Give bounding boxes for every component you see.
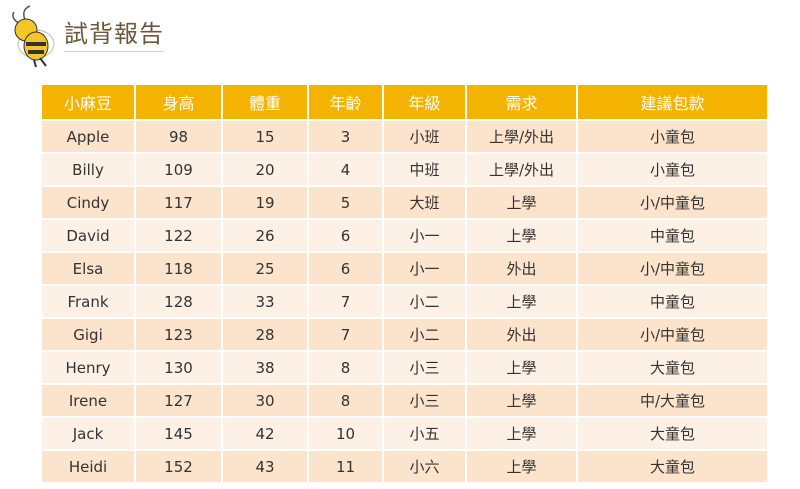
table-cell: Henry [42,350,136,384]
table-cell: Irene [42,383,136,417]
table-cell: 上學 [466,218,578,252]
table-cell: 小/中童包 [577,185,767,219]
table-cell: Frank [42,284,136,318]
table-cell: Billy [42,152,136,186]
table-cell: Heidi [42,449,136,482]
table-cell: 152 [135,449,223,482]
table-cell: 130 [135,350,223,384]
table-cell: 上學 [466,284,578,318]
table-cell: 上學 [466,383,578,417]
table-cell: David [42,218,136,252]
table-cell: 3 [308,119,384,153]
table-row: Elsa 118 25 6 小一 外出 小/中童包 [42,251,767,285]
table-cell: 小童包 [577,119,767,153]
table-cell: 127 [135,383,223,417]
table-cell: 8 [308,350,384,384]
table-cell: 15 [222,119,309,153]
table-cell: 小五 [383,416,467,450]
table-cell: 4 [308,152,384,186]
table-cell: 128 [135,284,223,318]
table-cell: 117 [135,185,223,219]
column-header: 年級 [383,85,467,120]
table-cell: 大童包 [577,350,767,384]
table-cell: 中班 [383,152,467,186]
table-cell: 小/中童包 [577,317,767,351]
table-cell: Elsa [42,251,136,285]
table-cell: 大童包 [577,449,767,482]
table-cell: 上學/外出 [466,152,578,186]
table-cell: 小二 [383,284,467,318]
table-cell: 25 [222,251,309,285]
table-cell: 118 [135,251,223,285]
table-cell: 上學/外出 [466,119,578,153]
table-row: David 122 26 6 小一 上學 中童包 [42,218,767,252]
table-cell: 小一 [383,251,467,285]
table-cell: 145 [135,416,223,450]
table-cell: 小二 [383,317,467,351]
table-cell: 中童包 [577,284,767,318]
table-cell: 中/大童包 [577,383,767,417]
table-cell: 5 [308,185,384,219]
table-cell: 123 [135,317,223,351]
table-row: Jack 145 42 10 小五 上學 大童包 [42,416,767,450]
table-cell: 98 [135,119,223,153]
table-cell: 6 [308,218,384,252]
table-cell: 中童包 [577,218,767,252]
table-row: Billy 109 20 4 中班 上學/外出 小童包 [42,152,767,186]
table-cell: 小童包 [577,152,767,186]
table-cell: 122 [135,218,223,252]
table-cell: 10 [308,416,384,450]
table-cell: 7 [308,317,384,351]
table-cell: 33 [222,284,309,318]
report-table: 小麻豆 身高 體重 年齡 年級 需求 建議包款 Apple 98 15 3 小班 上學/外出 小童包 Bi… [42,85,767,482]
table-cell: 上學 [466,416,578,450]
table-row: Heidi 152 43 11 小六 上學 大童包 [42,449,767,482]
table-cell: 大童包 [577,416,767,450]
table-cell: Cindy [42,185,136,219]
table-cell: Jack [42,416,136,450]
table-row: Frank 128 33 7 小二 上學 中童包 [42,284,767,318]
table-cell: 28 [222,317,309,351]
page-title: 試背報告 [64,14,164,52]
table-row: Cindy 117 19 5 大班 上學 小/中童包 [42,185,767,219]
table-cell: 小三 [383,350,467,384]
table-cell: 小/中童包 [577,251,767,285]
table-cell: 8 [308,383,384,417]
table-cell: 上學 [466,449,578,482]
table-row: Henry 130 38 8 小三 上學 大童包 [42,350,767,384]
table-cell: 109 [135,152,223,186]
column-header: 年齡 [308,85,384,120]
table-cell: Apple [42,119,136,153]
table-cell: 小班 [383,119,467,153]
table-cell: 小六 [383,449,467,482]
table-cell: 小一 [383,218,467,252]
table-cell: 19 [222,185,309,219]
column-header: 需求 [466,85,578,120]
table-cell: 20 [222,152,309,186]
table-row: Gigi 123 28 7 小二 外出 小/中童包 [42,317,767,351]
table-cell: 上學 [466,185,578,219]
bee-logo-icon [12,5,55,68]
table-cell: 11 [308,449,384,482]
table-cell: 外出 [466,251,578,285]
table-cell: 上學 [466,350,578,384]
column-header: 體重 [222,85,309,120]
column-header: 身高 [135,85,223,120]
table-cell: 7 [308,284,384,318]
table-row: Irene 127 30 8 小三 上學 中/大童包 [42,383,767,417]
table-cell: 6 [308,251,384,285]
table-cell: 小三 [383,383,467,417]
table-cell: 43 [222,449,309,482]
table-cell: 大班 [383,185,467,219]
table-header-row: 小麻豆 身高 體重 年齡 年級 需求 建議包款 [42,85,767,120]
table-cell: 26 [222,218,309,252]
column-header: 小麻豆 [42,85,136,120]
table-cell: 30 [222,383,309,417]
table-cell: Gigi [42,317,136,351]
table-row: Apple 98 15 3 小班 上學/外出 小童包 [42,119,767,153]
column-header: 建議包款 [577,85,767,120]
table-cell: 38 [222,350,309,384]
table-cell: 外出 [466,317,578,351]
table-cell: 42 [222,416,309,450]
